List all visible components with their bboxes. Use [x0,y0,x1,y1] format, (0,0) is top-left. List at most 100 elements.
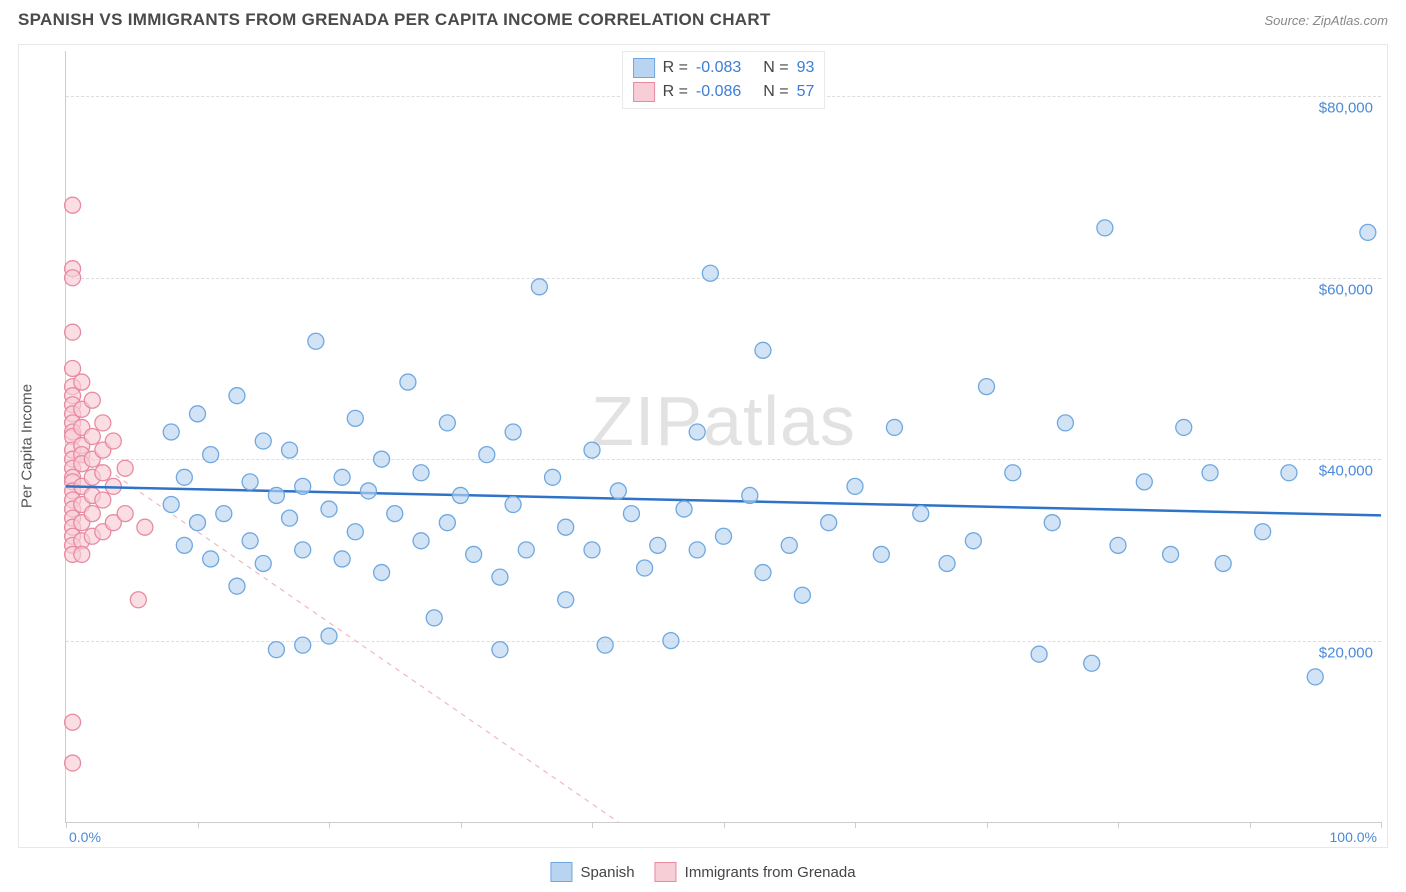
data-point [1044,515,1060,531]
trend-line [66,441,618,822]
page-title: SPANISH VS IMMIGRANTS FROM GRENADA PER C… [18,10,771,30]
n-label: N = [763,59,788,77]
data-point [584,442,600,458]
x-tick [461,822,462,828]
chart-svg [66,51,1381,822]
data-point [1057,415,1073,431]
data-point [84,429,100,445]
data-point [873,546,889,562]
x-tick [1381,822,1382,828]
data-point [308,333,324,349]
data-point [163,424,179,440]
data-point [558,592,574,608]
y-tick-label: $60,000 [1319,281,1373,298]
data-point [190,515,206,531]
legend-swatch [655,862,677,882]
data-point [755,565,771,581]
data-point [360,483,376,499]
data-point [755,342,771,358]
y-tick-label: $80,000 [1319,100,1373,117]
data-point [65,197,81,213]
legend-row: R =-0.083N =93 [633,56,815,80]
data-point [558,519,574,535]
data-point [913,506,929,522]
chart-container: Per Capita Income ZIPatlas R =-0.083N =9… [18,44,1388,848]
data-point [321,628,337,644]
data-point [229,578,245,594]
data-point [689,542,705,558]
trend-line [66,486,1381,515]
data-point [492,642,508,658]
data-point [979,379,995,395]
data-point [334,551,350,567]
data-point [1281,465,1297,481]
n-value: 93 [797,59,815,77]
y-tick-label: $20,000 [1319,644,1373,661]
data-point [492,569,508,585]
data-point [117,506,133,522]
data-point [623,506,639,522]
n-label: N = [763,83,788,101]
data-point [282,442,298,458]
data-point [716,528,732,544]
data-point [650,537,666,553]
data-point [374,565,390,581]
data-point [255,555,271,571]
data-point [190,406,206,422]
source-attribution: Source: ZipAtlas.com [1264,13,1388,28]
data-point [268,487,284,503]
data-point [74,374,90,390]
data-point [203,447,219,463]
data-point [255,433,271,449]
data-point [203,551,219,567]
data-point [505,424,521,440]
data-point [229,388,245,404]
x-tick [1118,822,1119,828]
data-point [65,714,81,730]
data-point [584,542,600,558]
x-axis-max-label: 100.0% [1330,829,1377,845]
data-point [1163,546,1179,562]
data-point [610,483,626,499]
data-point [95,415,111,431]
data-point [702,265,718,281]
data-point [413,465,429,481]
legend-item: Spanish [550,862,634,882]
data-point [117,460,133,476]
data-point [1176,419,1192,435]
data-point [1215,555,1231,571]
data-point [216,506,232,522]
data-point [847,478,863,494]
data-point [387,506,403,522]
data-point [1110,537,1126,553]
x-tick [987,822,988,828]
data-point [1005,465,1021,481]
data-point [84,392,100,408]
legend-swatch [633,58,655,78]
legend-row: R =-0.086N =57 [633,80,815,104]
data-point [176,537,192,553]
data-point [347,410,363,426]
data-point [545,469,561,485]
data-point [439,515,455,531]
data-point [689,424,705,440]
data-point [1031,646,1047,662]
plot-area: ZIPatlas R =-0.083N =93R =-0.086N =57 $2… [65,51,1381,823]
data-point [95,492,111,508]
data-point [742,487,758,503]
data-point [821,515,837,531]
data-point [105,433,121,449]
x-tick [855,822,856,828]
legend-swatch [633,82,655,102]
x-tick [1250,822,1251,828]
data-point [794,587,810,603]
data-point [1255,524,1271,540]
data-point [1360,224,1376,240]
data-point [65,360,81,376]
data-point [466,546,482,562]
r-label: R = [663,83,688,101]
data-point [886,419,902,435]
data-point [321,501,337,517]
data-point [965,533,981,549]
data-point [637,560,653,576]
